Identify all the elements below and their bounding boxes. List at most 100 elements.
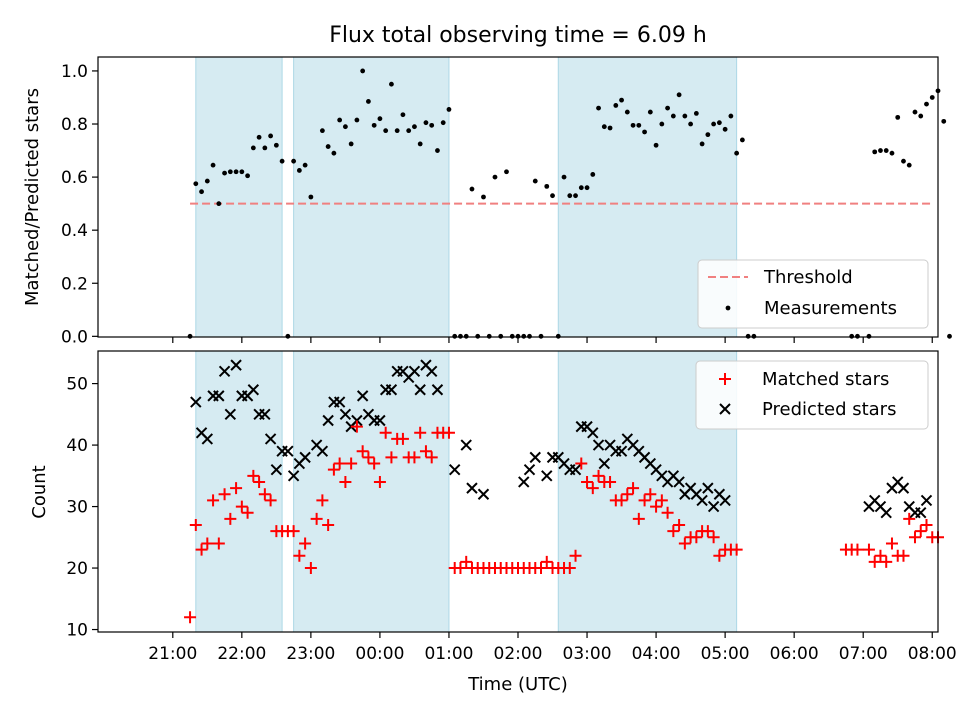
measurement-point [296,168,302,173]
measurement-point [544,183,550,189]
measurement-point [849,333,855,339]
measurement-point [325,144,331,149]
matched-point [230,482,243,495]
matched-point [632,512,645,525]
matched-point [356,445,369,458]
matched-point [258,488,271,501]
predicted-point [385,384,398,396]
matched-point [563,562,576,575]
predicted-point [529,451,541,464]
matched-point [713,549,726,562]
x-tick-label: 23:00 [286,644,335,664]
x-tick-label: 04:00 [632,644,681,664]
y-tick-label: 0.0 [61,327,88,347]
measurement-point [883,148,889,153]
measurement-point [739,137,745,143]
matched-point [868,555,881,568]
x-tick-label: 22:00 [217,644,266,664]
observing-band [293,350,450,633]
matched-point [333,457,346,470]
y-tick-label: 10 [66,621,88,641]
measurement-points [187,68,952,339]
measurement-point [245,173,250,179]
measurement-point [895,114,901,120]
measurement-point [912,109,918,115]
bottom-panel: 10 20 30 40 50 21:00 22:00 23:00 00:00 01:00 02:0… [29,350,957,695]
measurement-point [469,186,475,192]
matched-point [885,537,898,550]
matched-point [218,488,231,501]
matched-point [604,475,617,488]
predicted-point [247,384,260,396]
y-tick-label: 20 [66,559,88,579]
matched-point [569,549,582,562]
matched-point [667,525,680,538]
measurement-point [734,150,740,156]
measurement-point [607,125,613,131]
predicted-point [213,390,225,402]
matched-point [425,451,438,464]
measurement-point [279,158,285,164]
measurement-point [273,142,279,148]
x-tick-label: 05:00 [701,644,750,664]
matched-point [460,555,473,568]
matched-point [362,451,375,464]
predicted-legend-marker [719,403,731,415]
matched-point [310,512,323,525]
measurement-point [509,333,515,339]
measurement-point [924,101,929,107]
measurement-point [406,128,412,134]
measurement-point [394,128,400,134]
measurement-point [555,333,561,339]
measurement-point [745,333,751,339]
measurement-point [481,194,486,200]
measurement-point [596,105,601,111]
predicted-point [615,445,628,457]
matched-point [414,426,427,439]
predicted-point [218,365,231,377]
matched-point [851,543,864,556]
measurement-point [670,113,676,119]
y-tick-label: 1.0 [61,62,88,82]
top-observing-bands [195,56,738,338]
matched-point [627,482,640,495]
measurement-point [578,185,584,191]
predicted-point [351,414,363,427]
bottom-axes-frame [97,350,939,633]
observing-band [195,56,283,338]
measurement-point [204,178,210,184]
predicted-point [702,482,714,494]
predicted-point [282,445,294,457]
matched-point [535,562,548,575]
measurement-point [429,122,435,128]
measurement-point [941,118,947,124]
measurement-point [446,107,452,112]
measurement-point [527,333,532,339]
predicted-point [592,439,605,451]
predicted-point [230,359,242,371]
matched-point [644,488,657,501]
matched-point [874,549,887,562]
measurement-point [584,185,590,191]
top-legend-box [697,259,929,329]
measurement-point [492,174,498,180]
matched-point [350,420,363,433]
x-tick-label: 03:00 [563,644,612,664]
matched-point [184,611,197,624]
measurement-point [699,141,705,147]
measurement-point [498,333,504,339]
measurement-point [463,333,469,339]
predicted-point [460,439,472,451]
measurement-point [268,133,274,139]
matched-point [690,531,703,544]
measurement-point [711,121,717,127]
matched-point [592,469,605,482]
measurement-point [199,189,204,195]
predicted-point [719,494,731,507]
measurement-point [331,150,337,156]
measurement-point [665,105,670,111]
matched-point [253,475,266,488]
measurement-point [440,120,446,126]
matched-point [914,525,927,538]
measurement-point [866,333,872,339]
